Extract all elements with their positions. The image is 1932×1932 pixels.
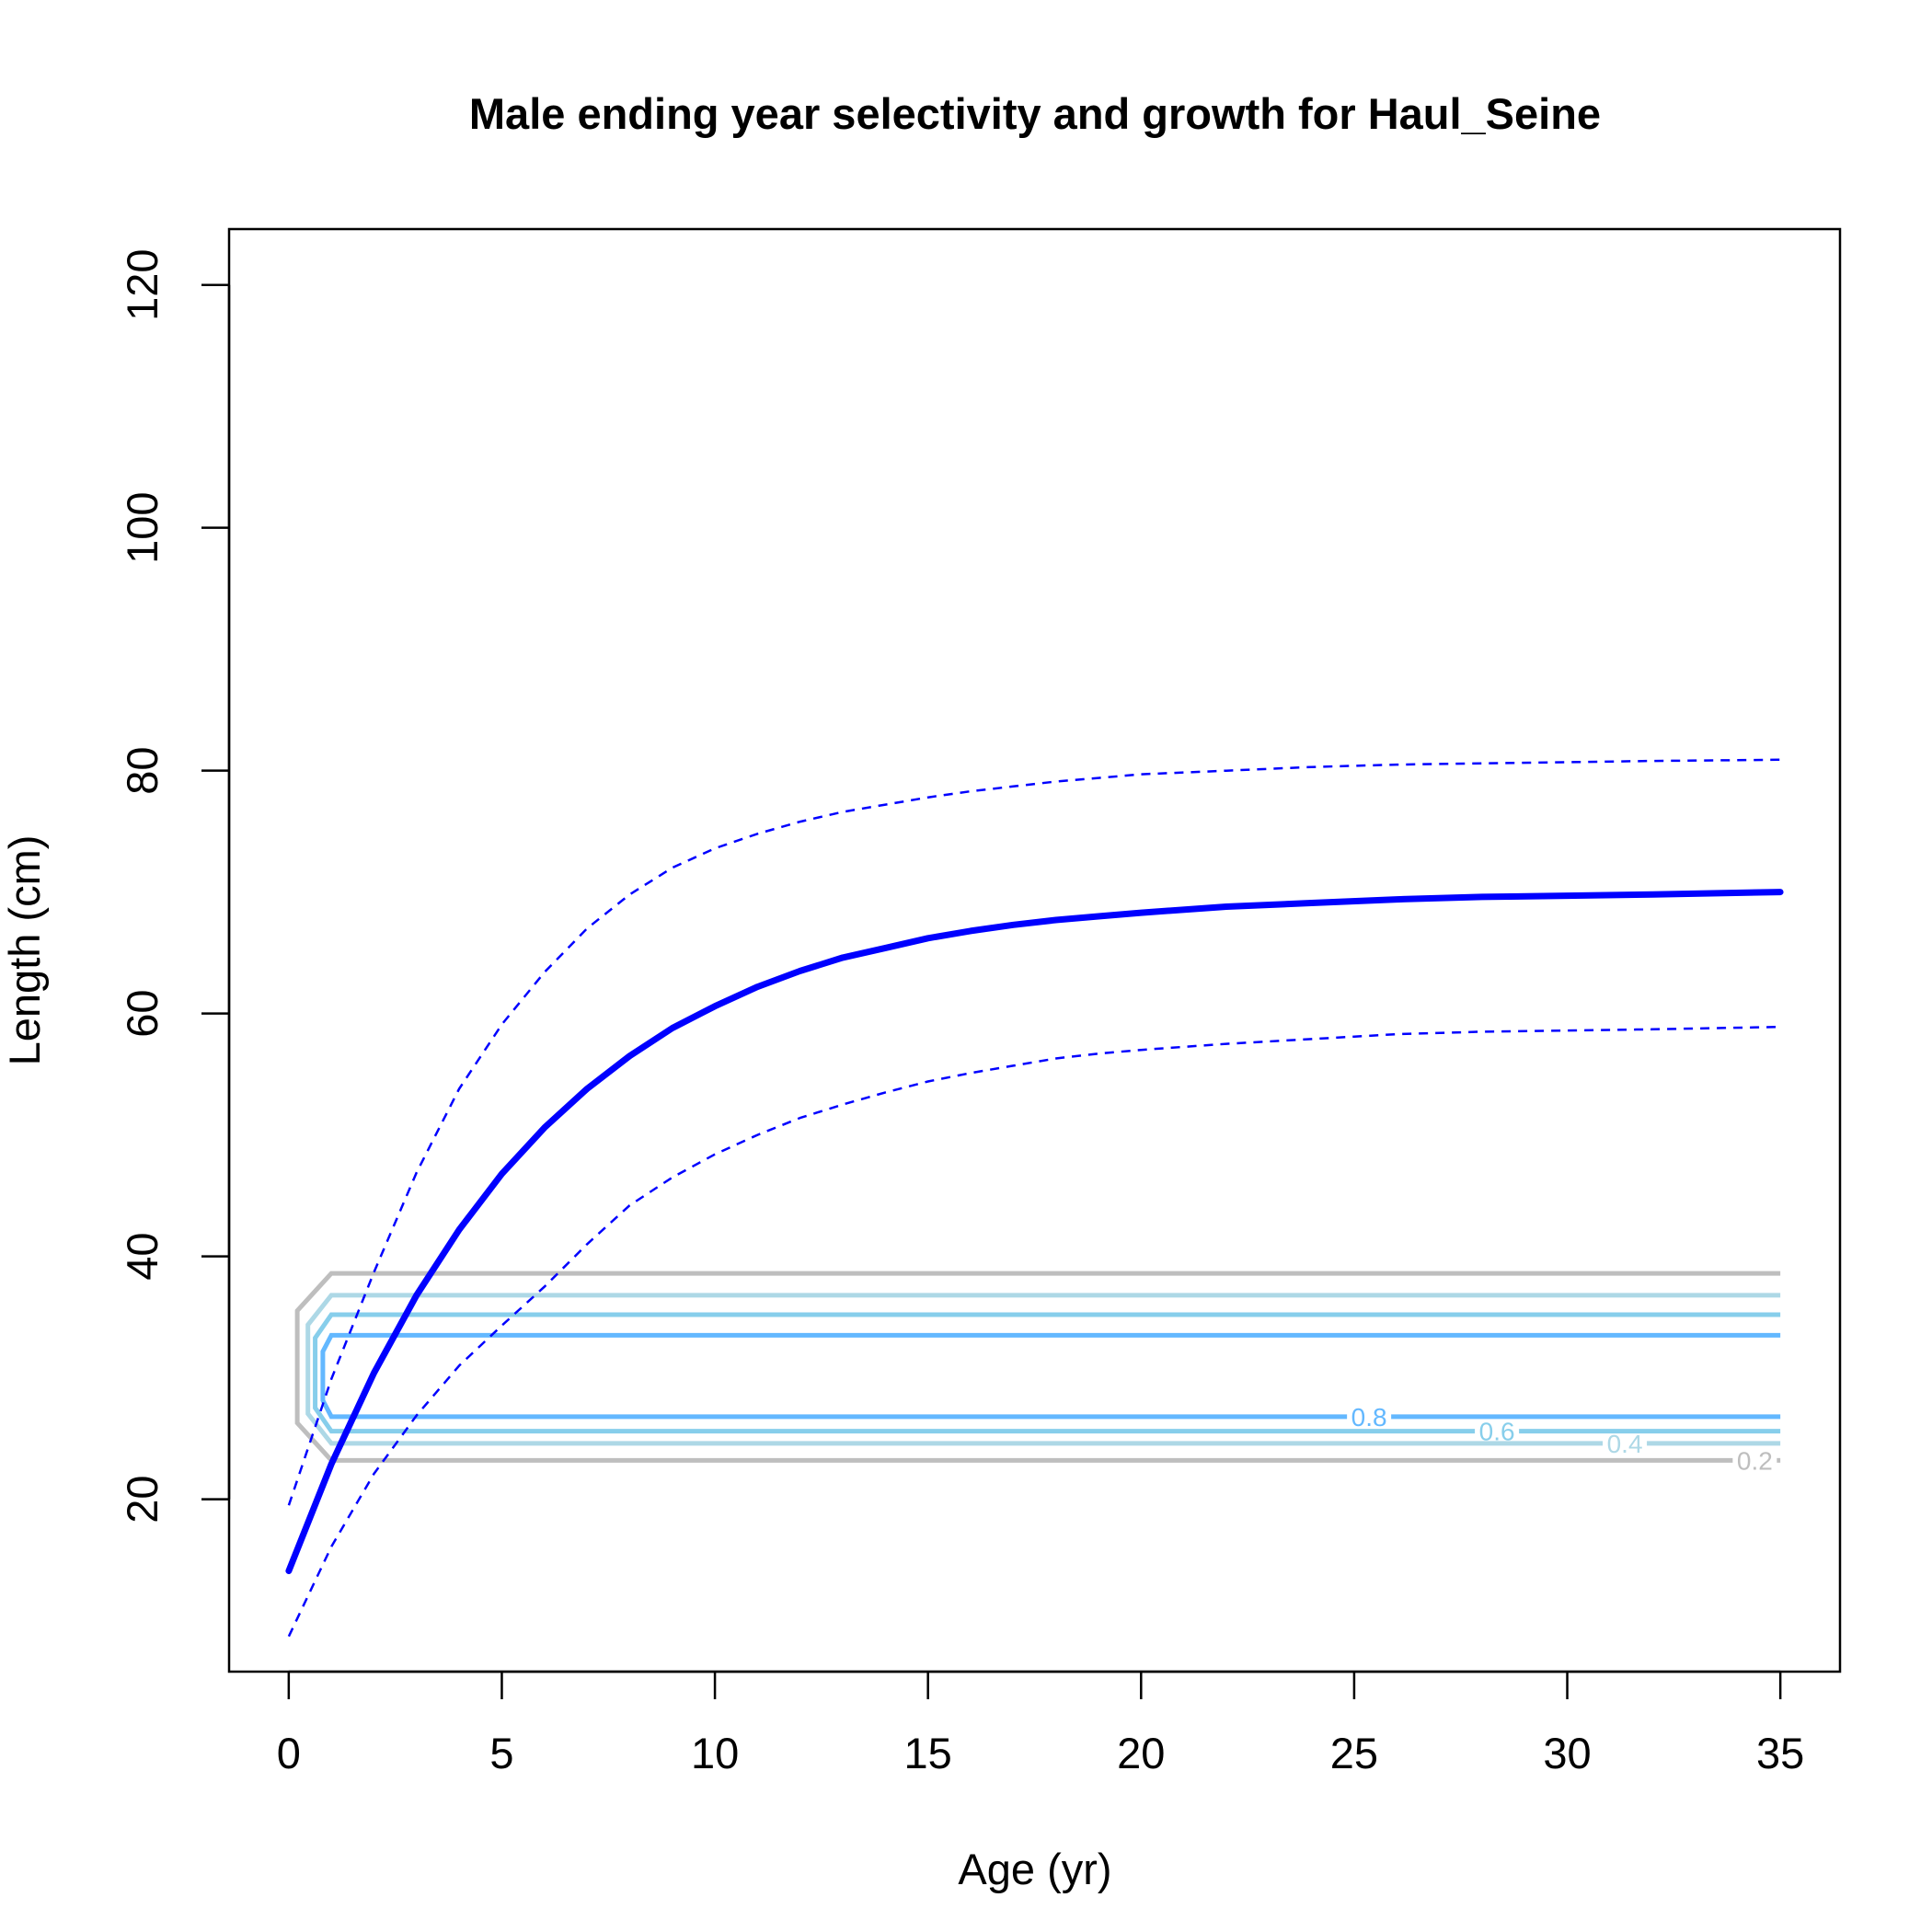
x-axis: 0 5 10 15 20 25 30 35: [277, 1670, 1804, 1777]
x-tick-label: 10: [691, 1729, 739, 1777]
x-tick-label: 5: [489, 1729, 513, 1777]
y-axis: 20 40 60 80 100 120: [118, 249, 231, 1524]
y-tick-label: 40: [118, 1232, 167, 1280]
series-line-mean: [285, 889, 1784, 1574]
contour-line-0.2: [294, 1271, 1781, 1463]
series-line-upper: [287, 758, 1781, 1506]
x-tick-label: 25: [1330, 1729, 1378, 1777]
x-tick-label: 0: [277, 1729, 301, 1777]
contour-label-0.2: 0.2: [1737, 1446, 1773, 1475]
y-tick-label: 80: [118, 747, 167, 795]
x-tick-label: 20: [1117, 1729, 1165, 1777]
contour-label-0.4: 0.4: [1607, 1430, 1643, 1458]
selectivity-contours: 0.2 0.4 0.6 0.8: [294, 1271, 1781, 1475]
contour-line-0.6: [313, 1312, 1781, 1434]
contour-label-0.6: 0.6: [1479, 1418, 1515, 1446]
contour-line-0.8: [320, 1332, 1781, 1420]
contour-label-0.8: 0.8: [1351, 1403, 1387, 1432]
y-tick-label: 120: [118, 249, 167, 321]
series-line-lower: [287, 1025, 1781, 1638]
chart-title: Male ending year selectivity and growth …: [469, 89, 1601, 138]
y-tick-label: 20: [118, 1475, 167, 1523]
x-axis-label: Age (yr): [958, 1845, 1111, 1893]
x-tick-label: 15: [904, 1729, 952, 1777]
x-tick-label: 30: [1543, 1729, 1591, 1777]
x-tick-label: 35: [1756, 1729, 1804, 1777]
y-axis-label: Length (cm): [0, 835, 49, 1066]
growth-series: [285, 758, 1784, 1638]
y-tick-label: 100: [118, 491, 167, 563]
contour-line-0.4: [305, 1293, 1781, 1446]
y-tick-label: 60: [118, 989, 167, 1037]
